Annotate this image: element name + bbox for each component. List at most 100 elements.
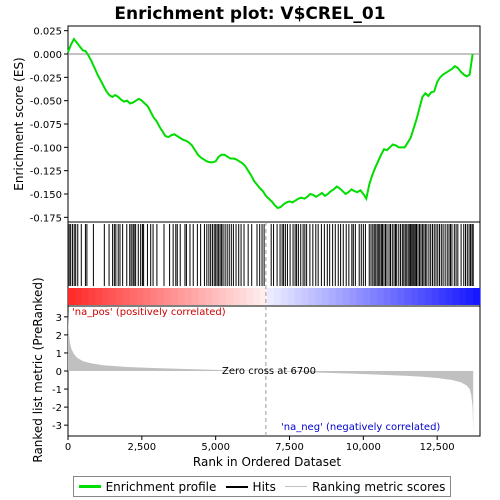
positive-label: 'na_pos' (positively correlated) xyxy=(72,307,226,318)
rank-color-segment xyxy=(74,288,83,305)
rank-color-segment xyxy=(164,288,172,305)
rank-color-segment xyxy=(129,288,138,305)
es-panel: 0.025 0.000 -0.025 -0.050 -0.075 -0.100 -0.125… xyxy=(12,25,481,224)
rank-color-segment xyxy=(315,288,323,305)
negative-label: 'na_neg' (negatively correlated) xyxy=(281,422,440,433)
rank-color-segment xyxy=(116,288,124,305)
rank-ytick-label: 2 xyxy=(56,331,62,342)
rank-color-segment xyxy=(383,288,392,305)
rank-color-segment xyxy=(473,288,481,305)
rank-color-segment xyxy=(404,288,412,305)
rank-color-segment xyxy=(431,288,440,305)
rank-color-segment xyxy=(328,288,337,305)
rank-color-segment xyxy=(425,288,433,305)
rank-xlabel: Rank in Ordered Dataset xyxy=(193,455,341,469)
legend-item-hits: Hits xyxy=(225,479,276,494)
es-ytick-label: 0.025 xyxy=(33,27,62,38)
rank-ytick-label: 3 xyxy=(56,313,62,324)
rank-color-segment xyxy=(342,288,351,305)
ranking-metric-area xyxy=(68,311,474,433)
legend-swatch-metric xyxy=(285,486,308,487)
rank-ytick-label: 1 xyxy=(56,349,62,360)
rank-color-segment xyxy=(219,288,227,305)
rank-color-segment xyxy=(232,288,241,305)
rank-ytick-label: -1 xyxy=(52,385,62,396)
hits-panel xyxy=(67,221,481,307)
legend-item-ranking-metric: Ranking metric scores xyxy=(285,480,445,494)
rank-color-segment xyxy=(102,288,110,305)
es-ytick-label: -0.050 xyxy=(30,97,62,108)
rank-color-segment xyxy=(418,288,426,305)
rank-color-segment xyxy=(301,288,309,305)
rank-color-segment xyxy=(122,288,131,305)
rank-color-segment xyxy=(280,288,289,305)
rank-ytick-label: -2 xyxy=(52,403,62,414)
rank-color-segment xyxy=(356,288,364,305)
legend-label-profile: Enrichment profile xyxy=(105,479,217,494)
rank-color-segment xyxy=(459,288,467,305)
enrichment-profile-line xyxy=(67,37,474,210)
es-ytick-label: -0.125 xyxy=(30,167,62,178)
legend-label-metric: Ranking metric scores xyxy=(312,479,446,494)
rank-color-segment xyxy=(274,288,282,305)
rank-xtick-label: 10,000 xyxy=(346,442,381,453)
rank-color-segment xyxy=(260,288,268,305)
rank-color-segment xyxy=(363,288,371,305)
rank-color-segment xyxy=(191,288,200,305)
es-ytick-label: -0.175 xyxy=(30,213,62,224)
rank-color-segment xyxy=(267,288,275,305)
rank-color-segment xyxy=(205,288,213,305)
rank-xtick-label: 12,500 xyxy=(420,442,455,453)
rank-ylabel: Ranked list metric (PreRanked) xyxy=(31,277,45,462)
rank-color-segment xyxy=(68,288,76,305)
rank-color-segment xyxy=(377,288,385,305)
rank-color-segment xyxy=(445,288,454,305)
rank-color-segment xyxy=(184,288,193,305)
ranked-metric-panel: 3 2 1 0 -1 -2 -3 Zero cross at 6700 'na_pos' (… xyxy=(31,222,481,469)
es-ytick-label: -0.100 xyxy=(30,143,62,154)
rank-xtick-label: 7,500 xyxy=(275,442,304,453)
rank-ytick-label: 0 xyxy=(56,367,62,378)
rank-color-segment xyxy=(150,288,158,305)
rank-color-segment xyxy=(143,288,151,305)
rank-color-segment xyxy=(246,288,254,305)
rank-color-segment xyxy=(88,288,97,305)
es-ytick-label: 0.000 xyxy=(33,50,62,61)
rank-color-segment xyxy=(411,288,419,305)
rank-color-segment xyxy=(466,288,474,305)
es-ytick-label: -0.075 xyxy=(30,120,62,131)
rank-color-segment xyxy=(335,288,344,305)
rank-color-segment xyxy=(198,288,206,305)
rank-xtick-label: 2,500 xyxy=(128,442,157,453)
legend-label-hits: Hits xyxy=(252,479,276,494)
rank-color-segment xyxy=(390,288,399,305)
rank-color-segment xyxy=(452,288,460,305)
rank-color-segment xyxy=(171,288,179,305)
legend-item-enrichment-profile: Enrichment profile xyxy=(78,479,217,494)
rank-color-segment xyxy=(294,288,303,305)
rank-color-segment xyxy=(136,288,145,305)
rank-color-segment xyxy=(438,288,447,305)
rank-color-segment xyxy=(322,288,330,305)
rank-color-segment xyxy=(95,288,103,305)
zero-cross-annotation: Zero cross at 6700 xyxy=(222,366,316,377)
rank-color-segment xyxy=(308,288,316,305)
rank-color-segment xyxy=(157,288,165,305)
rank-color-segment xyxy=(177,288,186,305)
rank-color-segment xyxy=(225,288,234,305)
rank-color-segment xyxy=(253,288,261,305)
es-ytick-label: -0.150 xyxy=(30,190,62,201)
legend-swatch-profile xyxy=(78,485,101,488)
legend: Enrichment profile Hits Ranking metric s… xyxy=(73,476,451,497)
rank-color-segment xyxy=(81,288,90,305)
chart-title: Enrichment plot: V$CREL_01 xyxy=(114,4,385,24)
rank-color-segment xyxy=(109,288,117,305)
rank-color-segment xyxy=(212,288,220,305)
rank-color-segment xyxy=(397,288,406,305)
es-ytick-label: -0.025 xyxy=(30,73,62,84)
rank-xtick-label: 5,000 xyxy=(201,442,230,453)
es-ylabel: Enrichment score (ES) xyxy=(12,57,26,190)
rank-color-segment xyxy=(287,288,296,305)
rank-xtick-label: 0 xyxy=(65,442,71,453)
rank-color-segment xyxy=(239,288,248,305)
